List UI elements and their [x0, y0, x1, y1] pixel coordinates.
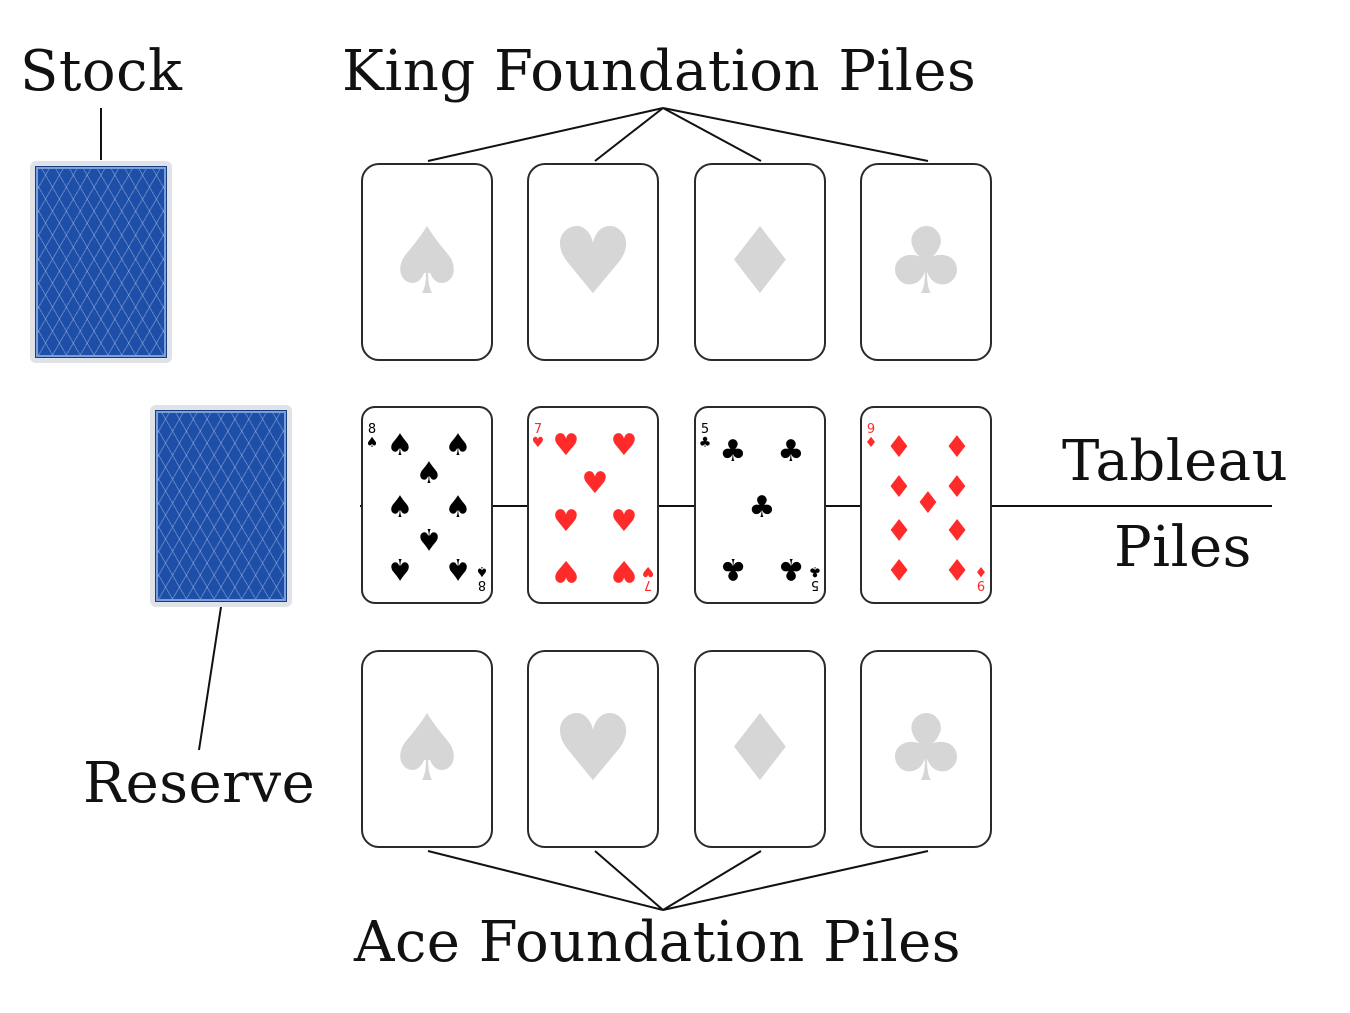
card-corner-index: 7 ♥ — [641, 563, 655, 592]
heart-icon: ♥ — [641, 563, 655, 579]
king-foundation-spades[interactable]: ♠ — [361, 163, 493, 361]
spade-icon: ♠ — [386, 490, 414, 525]
king-foundation-hearts[interactable]: ♥ — [527, 163, 659, 361]
card-corner-index: 9 ♦ — [864, 423, 878, 450]
spade-icon: ♠ — [444, 551, 472, 586]
ace-foundation-diamonds[interactable]: ♦ — [694, 650, 826, 848]
spade-icon: ♠ — [386, 551, 414, 586]
reserve-connector — [198, 606, 222, 751]
diamond-icon: ♦ — [718, 208, 802, 315]
card-rank: 5 — [810, 577, 820, 592]
diamond-icon: ♦ — [943, 511, 971, 546]
heart-icon: ♥ — [551, 208, 635, 315]
spade-icon: ♠ — [385, 208, 469, 315]
king-foundation-diamonds[interactable]: ♦ — [694, 163, 826, 361]
spade-icon: ♠ — [444, 490, 472, 525]
spade-icon: ♠ — [386, 428, 414, 463]
tableau-card-5-clubs[interactable]: 5 ♣ 5 ♣ ♣ ♣ ♣ ♣ ♣ — [694, 406, 826, 604]
card-corner-index: 8 ♠ — [365, 423, 379, 450]
spade-icon: ♠ — [385, 695, 469, 802]
king-connector-2 — [594, 107, 664, 162]
ace-connector-2 — [594, 850, 664, 911]
spade-icon: ♠ — [444, 428, 472, 463]
card-back — [35, 166, 167, 358]
club-icon: ♣ — [719, 551, 747, 586]
ace-connector-3 — [662, 850, 762, 911]
reserve-pile[interactable] — [150, 405, 292, 607]
ace-foundation-clubs[interactable]: ♣ — [860, 650, 992, 848]
king-foundation-clubs[interactable]: ♣ — [860, 163, 992, 361]
heart-icon: ♥ — [581, 466, 609, 501]
club-icon: ♣ — [808, 563, 822, 579]
card-rank: 9 — [976, 577, 986, 592]
king-connector-3 — [662, 107, 762, 162]
card-corner-index: 7 ♥ — [531, 423, 545, 450]
ace-foundation-spades[interactable]: ♠ — [361, 650, 493, 848]
card-rank: 7 — [643, 577, 653, 592]
heart-icon: ♥ — [552, 428, 580, 463]
card-rank: 7 — [533, 422, 543, 437]
stock-label: Stock — [20, 39, 183, 104]
club-icon: ♣ — [748, 490, 776, 525]
reserve-label: Reserve — [83, 751, 316, 816]
heart-icon: ♥ — [531, 435, 545, 451]
tableau-card-7-hearts[interactable]: 7 ♥ 7 ♥ ♥ ♥ ♥ ♥ ♥ ♥ ♥ — [527, 406, 659, 604]
club-icon: ♣ — [884, 695, 968, 802]
card-rank: 8 — [477, 577, 487, 592]
ace-connector-4 — [662, 850, 929, 911]
tableau-card-9-diamonds[interactable]: 9 ♦ 9 ♦ ♦ ♦ ♦ ♦ ♦ ♦ ♦ ♦ ♦ — [860, 406, 992, 604]
card-back — [155, 410, 287, 602]
card-rank: 9 — [866, 422, 876, 437]
spade-icon: ♠ — [475, 563, 489, 579]
diamond-icon: ♦ — [885, 511, 913, 546]
king-connector-4 — [662, 107, 929, 162]
ace-foundation-label: Ace Foundation Piles — [354, 910, 961, 975]
spade-icon: ♠ — [415, 456, 443, 491]
stock-pile[interactable] — [30, 161, 172, 363]
diamond-icon: ♦ — [974, 563, 988, 579]
diamond-icon: ♦ — [885, 551, 913, 586]
card-corner-index: 8 ♠ — [475, 563, 489, 592]
heart-icon: ♥ — [551, 695, 635, 802]
card-corner-index: 9 ♦ — [974, 563, 988, 592]
heart-icon: ♥ — [552, 553, 580, 588]
king-foundation-label: King Foundation Piles — [342, 39, 977, 104]
diamond-icon: ♦ — [943, 470, 971, 505]
card-rank: 8 — [367, 422, 377, 437]
ace-foundation-hearts[interactable]: ♥ — [527, 650, 659, 848]
tableau-label-line1: Tableau — [1062, 429, 1289, 494]
tableau-label-line2: Piles — [1114, 515, 1252, 580]
heart-icon: ♥ — [610, 553, 638, 588]
card-corner-index: 5 ♣ — [808, 563, 822, 592]
diamond-icon: ♦ — [718, 695, 802, 802]
diamond-icon: ♦ — [943, 551, 971, 586]
club-icon: ♣ — [884, 208, 968, 315]
spade-icon: ♠ — [365, 435, 379, 451]
diamond-icon: ♦ — [943, 430, 971, 465]
club-icon: ♣ — [698, 435, 712, 451]
card-corner-index: 5 ♣ — [698, 423, 712, 450]
heart-icon: ♥ — [552, 504, 580, 539]
diamond-icon: ♦ — [864, 435, 878, 451]
diamond-icon: ♦ — [885, 430, 913, 465]
club-icon: ♣ — [719, 434, 747, 469]
diamond-icon: ♦ — [885, 470, 913, 505]
ace-connector-1 — [427, 850, 664, 911]
heart-icon: ♥ — [610, 504, 638, 539]
king-connector-1 — [427, 107, 664, 162]
heart-icon: ♥ — [610, 428, 638, 463]
tableau-card-8-spades[interactable]: 8 ♠ 8 ♠ ♠ ♠ ♠ ♠ ♠ ♠ ♠ ♠ — [361, 406, 493, 604]
spade-icon: ♠ — [415, 521, 443, 556]
card-rank: 5 — [700, 422, 710, 437]
club-icon: ♣ — [777, 551, 805, 586]
club-icon: ♣ — [777, 434, 805, 469]
diamond-icon: ♦ — [914, 486, 942, 521]
